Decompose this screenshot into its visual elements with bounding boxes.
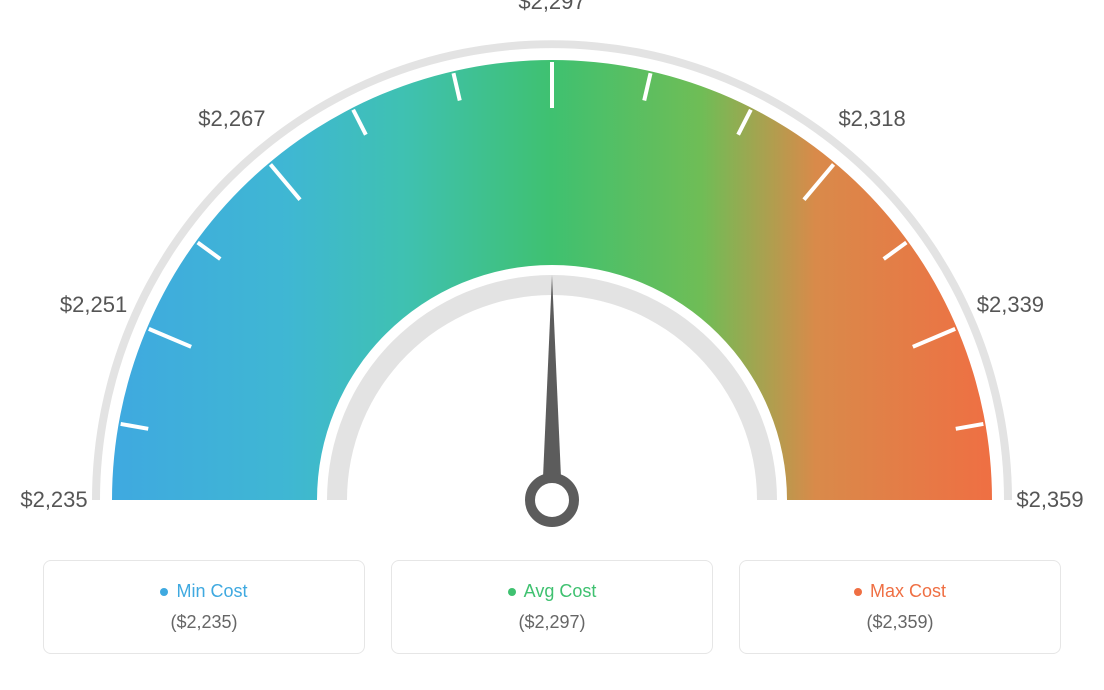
avg-dot-icon <box>508 588 516 596</box>
gauge-tick-label: $2,267 <box>198 106 265 132</box>
avg-cost-title: Avg Cost <box>508 581 597 602</box>
min-cost-label: Min Cost <box>176 581 247 602</box>
max-cost-card: Max Cost ($2,359) <box>739 560 1061 654</box>
gauge-tick-label: $2,251 <box>60 292 127 318</box>
max-cost-label: Max Cost <box>870 581 946 602</box>
summary-cards-row: Min Cost ($2,235) Avg Cost ($2,297) Max … <box>0 560 1104 654</box>
avg-cost-label: Avg Cost <box>524 581 597 602</box>
avg-cost-card: Avg Cost ($2,297) <box>391 560 713 654</box>
max-cost-value: ($2,359) <box>866 612 933 633</box>
gauge-tick-label: $2,359 <box>1016 487 1083 513</box>
min-dot-icon <box>160 588 168 596</box>
gauge-tick-label: $2,235 <box>20 487 87 513</box>
avg-cost-value: ($2,297) <box>518 612 585 633</box>
min-cost-value: ($2,235) <box>170 612 237 633</box>
min-cost-card: Min Cost ($2,235) <box>43 560 365 654</box>
max-dot-icon <box>854 588 862 596</box>
min-cost-title: Min Cost <box>160 581 247 602</box>
max-cost-title: Max Cost <box>854 581 946 602</box>
gauge-svg <box>0 0 1104 560</box>
gauge-tick-label: $2,297 <box>518 0 585 15</box>
cost-gauge: $2,235 $2,251 $2,267 $2,297 $2,318 $2,339 $2,3… <box>0 0 1104 560</box>
gauge-tick-label: $2,339 <box>977 292 1044 318</box>
gauge-tick-label: $2,318 <box>838 106 905 132</box>
